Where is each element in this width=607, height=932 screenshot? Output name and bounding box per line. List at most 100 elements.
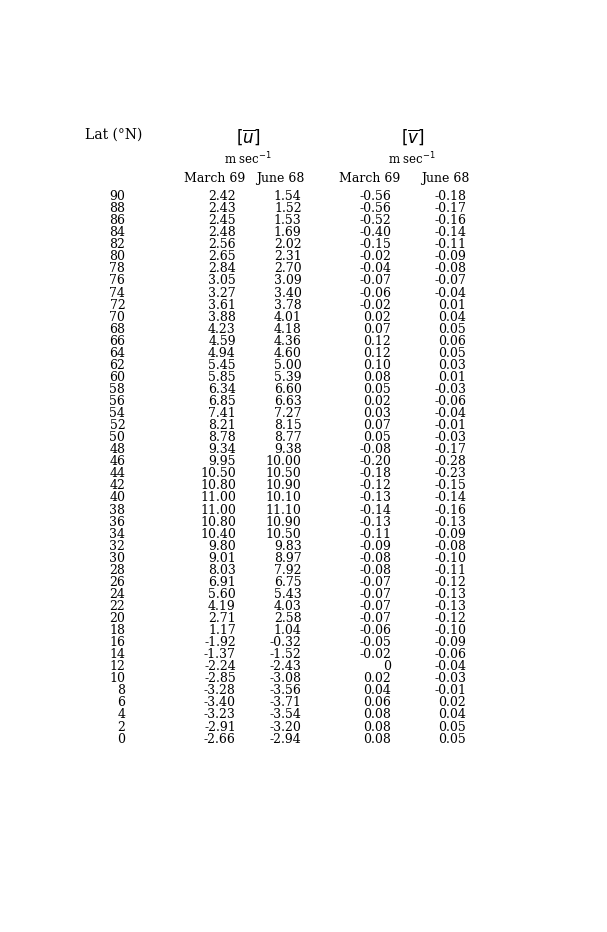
Text: 44: 44 bbox=[109, 467, 125, 480]
Text: 76: 76 bbox=[109, 274, 125, 287]
Text: -0.09: -0.09 bbox=[359, 540, 391, 553]
Text: 0.06: 0.06 bbox=[438, 335, 466, 348]
Text: $[\overline{u}]$: $[\overline{u}]$ bbox=[236, 128, 260, 147]
Text: 0.01: 0.01 bbox=[438, 298, 466, 311]
Text: -0.09: -0.09 bbox=[435, 251, 466, 264]
Text: 4.01: 4.01 bbox=[274, 310, 302, 323]
Text: -0.12: -0.12 bbox=[359, 479, 391, 492]
Text: 2.43: 2.43 bbox=[208, 202, 236, 215]
Text: 20: 20 bbox=[109, 612, 125, 625]
Text: 0: 0 bbox=[383, 660, 391, 673]
Text: 0.05: 0.05 bbox=[364, 383, 391, 396]
Text: 0.08: 0.08 bbox=[363, 720, 391, 733]
Text: 9.01: 9.01 bbox=[208, 552, 236, 565]
Text: -0.06: -0.06 bbox=[435, 395, 466, 408]
Text: 2.58: 2.58 bbox=[274, 612, 302, 625]
Text: 80: 80 bbox=[109, 251, 125, 264]
Text: 0.10: 0.10 bbox=[363, 359, 391, 372]
Text: 0.08: 0.08 bbox=[363, 733, 391, 746]
Text: 4.23: 4.23 bbox=[208, 322, 236, 336]
Text: 1.52: 1.52 bbox=[274, 202, 302, 215]
Text: 2.48: 2.48 bbox=[208, 226, 236, 240]
Text: -3.54: -3.54 bbox=[270, 708, 302, 721]
Text: -0.02: -0.02 bbox=[359, 298, 391, 311]
Text: 7.27: 7.27 bbox=[274, 407, 302, 420]
Text: 2: 2 bbox=[117, 720, 125, 733]
Text: 0.02: 0.02 bbox=[364, 672, 391, 685]
Text: -2.43: -2.43 bbox=[270, 660, 302, 673]
Text: 0.02: 0.02 bbox=[439, 696, 466, 709]
Text: 9.95: 9.95 bbox=[208, 456, 236, 468]
Text: 12: 12 bbox=[109, 660, 125, 673]
Text: -0.10: -0.10 bbox=[435, 552, 466, 565]
Text: m sec$^{-1}$: m sec$^{-1}$ bbox=[223, 151, 271, 167]
Text: 4.94: 4.94 bbox=[208, 347, 236, 360]
Text: 6.85: 6.85 bbox=[208, 395, 236, 408]
Text: -0.15: -0.15 bbox=[359, 239, 391, 252]
Text: 70: 70 bbox=[109, 310, 125, 323]
Text: -0.07: -0.07 bbox=[359, 600, 391, 613]
Text: 8.15: 8.15 bbox=[274, 419, 302, 432]
Text: -0.07: -0.07 bbox=[359, 274, 391, 287]
Text: -0.08: -0.08 bbox=[359, 564, 391, 577]
Text: -0.14: -0.14 bbox=[435, 491, 466, 504]
Text: 2.71: 2.71 bbox=[208, 612, 236, 625]
Text: -2.24: -2.24 bbox=[204, 660, 236, 673]
Text: 64: 64 bbox=[109, 347, 125, 360]
Text: -0.14: -0.14 bbox=[435, 226, 466, 240]
Text: 10.90: 10.90 bbox=[266, 515, 302, 528]
Text: 3.05: 3.05 bbox=[208, 274, 236, 287]
Text: -0.03: -0.03 bbox=[435, 383, 466, 396]
Text: -3.08: -3.08 bbox=[270, 672, 302, 685]
Text: -0.10: -0.10 bbox=[435, 624, 466, 637]
Text: 86: 86 bbox=[109, 214, 125, 227]
Text: 4.18: 4.18 bbox=[274, 322, 302, 336]
Text: -0.40: -0.40 bbox=[359, 226, 391, 240]
Text: 10.50: 10.50 bbox=[266, 528, 302, 541]
Text: -0.13: -0.13 bbox=[359, 515, 391, 528]
Text: 52: 52 bbox=[109, 419, 125, 432]
Text: 7.41: 7.41 bbox=[208, 407, 236, 420]
Text: $[\overline{v}]$: $[\overline{v}]$ bbox=[401, 128, 424, 147]
Text: 8.77: 8.77 bbox=[274, 432, 302, 445]
Text: -0.18: -0.18 bbox=[359, 467, 391, 480]
Text: 4: 4 bbox=[117, 708, 125, 721]
Text: 2.56: 2.56 bbox=[208, 239, 236, 252]
Text: 5.39: 5.39 bbox=[274, 371, 302, 384]
Text: 10.40: 10.40 bbox=[200, 528, 236, 541]
Text: -0.09: -0.09 bbox=[435, 637, 466, 650]
Text: 0.08: 0.08 bbox=[363, 371, 391, 384]
Text: -0.04: -0.04 bbox=[435, 286, 466, 299]
Text: 0.04: 0.04 bbox=[438, 708, 466, 721]
Text: 46: 46 bbox=[109, 456, 125, 468]
Text: -0.17: -0.17 bbox=[435, 202, 466, 215]
Text: -0.09: -0.09 bbox=[435, 528, 466, 541]
Text: 2.65: 2.65 bbox=[208, 251, 236, 264]
Text: 2.02: 2.02 bbox=[274, 239, 302, 252]
Text: 6.63: 6.63 bbox=[274, 395, 302, 408]
Text: 11.00: 11.00 bbox=[200, 491, 236, 504]
Text: m sec$^{-1}$: m sec$^{-1}$ bbox=[388, 151, 436, 167]
Text: -0.56: -0.56 bbox=[359, 190, 391, 203]
Text: 5.45: 5.45 bbox=[208, 359, 236, 372]
Text: -0.23: -0.23 bbox=[435, 467, 466, 480]
Text: -0.13: -0.13 bbox=[359, 491, 391, 504]
Text: -1.37: -1.37 bbox=[204, 648, 236, 661]
Text: 82: 82 bbox=[109, 239, 125, 252]
Text: 5.43: 5.43 bbox=[274, 588, 302, 601]
Text: -2.85: -2.85 bbox=[204, 672, 236, 685]
Text: 18: 18 bbox=[109, 624, 125, 637]
Text: 4.59: 4.59 bbox=[208, 335, 236, 348]
Text: 0.04: 0.04 bbox=[438, 310, 466, 323]
Text: -0.14: -0.14 bbox=[359, 503, 391, 516]
Text: 6: 6 bbox=[117, 696, 125, 709]
Text: -0.04: -0.04 bbox=[359, 263, 391, 275]
Text: 6.91: 6.91 bbox=[208, 576, 236, 589]
Text: 0.03: 0.03 bbox=[363, 407, 391, 420]
Text: -0.13: -0.13 bbox=[435, 588, 466, 601]
Text: 6.34: 6.34 bbox=[208, 383, 236, 396]
Text: -0.05: -0.05 bbox=[359, 637, 391, 650]
Text: 4.19: 4.19 bbox=[208, 600, 236, 613]
Text: -2.66: -2.66 bbox=[204, 733, 236, 746]
Text: 0.02: 0.02 bbox=[364, 395, 391, 408]
